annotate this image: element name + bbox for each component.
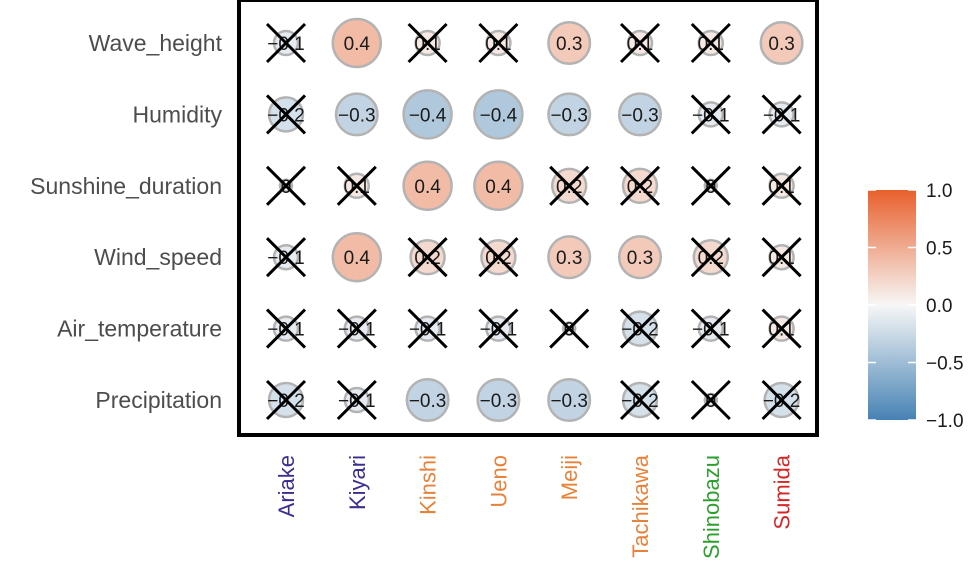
- insignificant-cross-mark: [478, 22, 519, 64]
- cell-circle: [547, 92, 592, 137]
- cell-circle: [547, 377, 592, 423]
- cell-value: −0.3: [338, 105, 376, 126]
- heatmap-cells: −0.10.40.10.10.30.10.10.3−0.2−0.3−0.4−0.…: [265, 17, 804, 423]
- cell-circle: [331, 17, 383, 69]
- insignificant-cross-mark: [265, 165, 307, 206]
- row-label: Wind_speed: [94, 244, 222, 270]
- row-label: Air_temperature: [57, 316, 222, 342]
- insignificant-cross-mark: [690, 165, 731, 206]
- cell-circle: [759, 20, 804, 66]
- cell-circle: [476, 377, 521, 423]
- cell-value: −0.3: [621, 105, 659, 126]
- insignificant-cross-mark: [549, 165, 590, 206]
- row-label: Humidity: [133, 101, 223, 127]
- plot-border: [237, 0, 819, 437]
- column-label: Ariake: [274, 455, 299, 517]
- insignificant-cross-mark: [478, 237, 519, 278]
- scale-tick-label: 0.5: [926, 239, 952, 260]
- insignificant-cross-mark: [761, 237, 802, 278]
- insignificant-cross-mark: [619, 308, 661, 349]
- cell-circle: [331, 231, 383, 283]
- cell-value: 0.3: [627, 248, 653, 269]
- scale-tick-label: 0.0: [926, 296, 952, 317]
- cell-circle: [547, 235, 592, 280]
- row-label: Sunshine_duration: [30, 173, 222, 199]
- insignificant-cross-mark: [265, 308, 307, 349]
- scale-tick-label: 1.0: [926, 181, 952, 202]
- insignificant-cross-mark: [619, 379, 661, 421]
- column-label: Sumida: [770, 454, 795, 529]
- cell-circle: [405, 377, 450, 423]
- cell-circle: [617, 92, 663, 137]
- row-label: Wave_height: [89, 30, 223, 56]
- column-label: Meiji: [557, 455, 582, 500]
- cell-value: −0.3: [550, 391, 588, 412]
- cell-value: 0.3: [556, 34, 582, 55]
- column-label: Kinshi: [416, 455, 441, 515]
- column-labels: Ariake Kiyari Kinshi Ueno Meiji Tachikawa Shin…: [274, 454, 795, 559]
- cell-value: −0.3: [480, 391, 518, 412]
- cell-value: 0.4: [414, 177, 441, 198]
- insignificant-cross-mark: [407, 308, 448, 349]
- insignificant-cross-mark: [336, 308, 377, 349]
- cell-value: 0.4: [344, 34, 371, 55]
- color-scale-legend: 1.0 0.5 0.0 −0.5 −1.0: [868, 181, 964, 432]
- cell-circle: [473, 89, 524, 140]
- insignificant-cross-mark: [761, 94, 802, 135]
- insignificant-cross-mark: [407, 22, 448, 64]
- cell-circle: [547, 20, 592, 66]
- insignificant-cross-mark: [690, 379, 731, 421]
- insignificant-cross-mark: [690, 237, 731, 278]
- insignificant-cross-mark: [690, 22, 731, 64]
- cell-value: −0.3: [409, 391, 447, 412]
- cell-circle: [473, 160, 524, 212]
- cell-circle: [617, 235, 663, 280]
- cell-value: −0.3: [550, 105, 588, 126]
- column-label: Shinobazu: [699, 455, 724, 559]
- insignificant-cross-mark: [478, 308, 519, 349]
- insignificant-cross-mark: [761, 379, 802, 421]
- scale-tick-label: −1.0: [926, 411, 964, 432]
- cell-value: −0.4: [409, 105, 447, 126]
- column-label: Kiyari: [345, 455, 370, 510]
- row-labels: Wave_height Humidity Sunshine_duration Wind…: [30, 30, 222, 413]
- cell-value: 0.3: [768, 34, 794, 55]
- insignificant-cross-mark: [336, 165, 377, 206]
- cell-circle: [402, 89, 453, 140]
- insignificant-cross-mark: [761, 165, 802, 206]
- insignificant-cross-mark: [619, 22, 661, 64]
- insignificant-cross-mark: [407, 237, 448, 278]
- insignificant-cross-mark: [619, 165, 661, 206]
- insignificant-cross-mark: [265, 237, 307, 278]
- row-label: Precipitation: [95, 387, 222, 413]
- cell-value: −0.4: [480, 105, 518, 126]
- cell-value: 0.4: [344, 248, 371, 269]
- insignificant-cross-mark: [549, 308, 590, 349]
- cell-circle: [402, 160, 453, 212]
- insignificant-cross-mark: [265, 22, 307, 64]
- cell-value: 0.3: [556, 248, 582, 269]
- insignificant-cross-mark: [690, 308, 731, 349]
- column-label: Tachikawa: [628, 454, 653, 557]
- cell-circle: [334, 92, 379, 137]
- insignificant-cross-mark: [265, 379, 307, 421]
- scale-tick-label: −0.5: [926, 354, 964, 375]
- cell-value: 0.4: [485, 177, 512, 198]
- insignificant-cross-mark: [265, 94, 307, 135]
- insignificant-cross-mark: [336, 379, 377, 421]
- column-label: Ueno: [486, 455, 511, 508]
- insignificant-cross-mark: [761, 308, 802, 349]
- insignificant-cross-mark: [690, 94, 731, 135]
